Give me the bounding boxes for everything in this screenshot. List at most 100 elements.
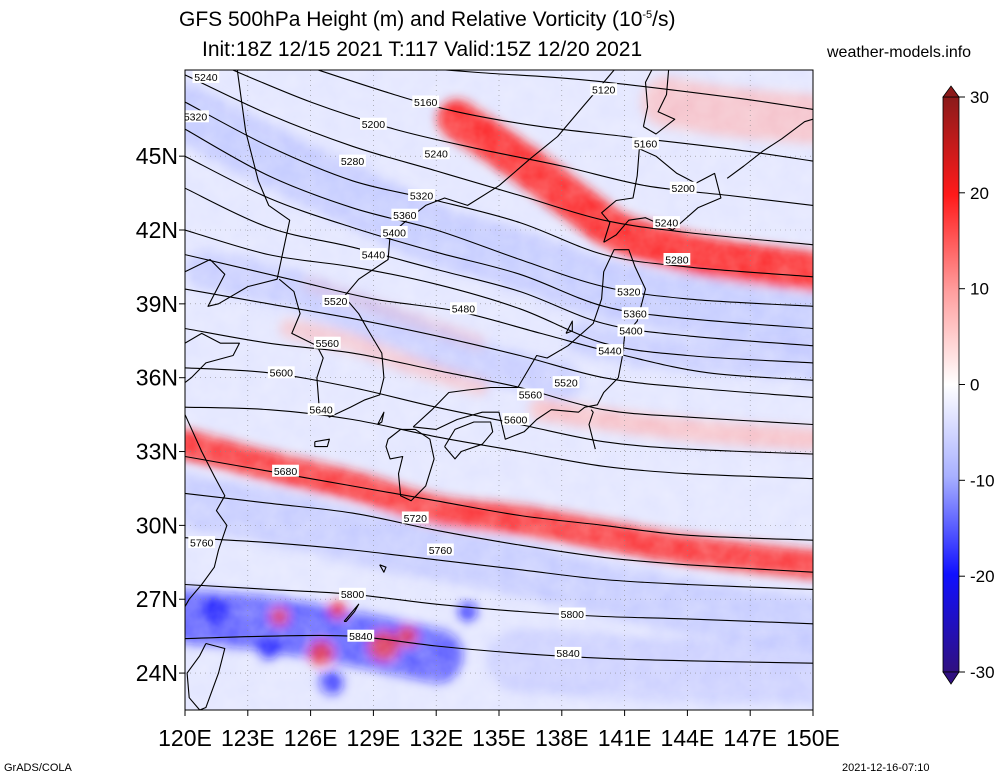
contour-label-extra-0-bg xyxy=(192,70,220,83)
contour-5760 xyxy=(185,537,813,590)
contour-label-5360-bg xyxy=(391,208,419,221)
contour-5160 xyxy=(316,70,813,162)
contour-label-extra-9: 5440 xyxy=(598,345,622,357)
contour-label-5280: 5280 xyxy=(341,156,365,168)
contour-label-extra-10: 5520 xyxy=(554,377,578,389)
x-tick-label-2: 126E xyxy=(284,725,338,751)
contour-label-5840: 5840 xyxy=(349,631,373,643)
colorbar-ticks: 30 20 10 0 -10 -20 -30 xyxy=(959,88,995,682)
contour-5360 xyxy=(185,155,813,330)
footer-timestamp: 2021-12-16-07:10 xyxy=(842,762,930,774)
coastline-sakhalin xyxy=(642,70,676,135)
x-tick-label-6: 138E xyxy=(535,725,589,751)
chart-title-line-2: Init:18Z 12/15 2021 T:117 Valid:15Z 12/2… xyxy=(202,38,643,61)
x-tick-label-9: 147E xyxy=(723,725,777,751)
y-tick-label-4: 36N xyxy=(136,365,178,391)
contour-label-extra-5-bg xyxy=(663,253,691,265)
x-tick-label-10: 150E xyxy=(786,725,840,751)
coastline-ryukyu-amami xyxy=(379,564,387,573)
contour-label-5400-bg xyxy=(380,226,408,238)
coastline-ryukyu-okinawa xyxy=(343,603,360,622)
colorbar-min-arrow xyxy=(942,671,960,685)
contour-label-5240-bg xyxy=(422,147,450,160)
contour-label-5240: 5240 xyxy=(425,149,449,161)
colorbar-max-arrow xyxy=(942,85,960,98)
x-tick-label-1: 123E xyxy=(221,725,275,751)
contour-label-extra-1: 5320 xyxy=(184,112,208,124)
coastline-honshu xyxy=(412,249,647,440)
coastline-sado xyxy=(565,320,573,334)
contour-label-extra-8-bg xyxy=(617,324,645,337)
contour-label-extra-12: 5600 xyxy=(504,414,528,426)
chart-title-line-1: GFS 500hPa Height (m) and Relative Vorti… xyxy=(179,8,676,31)
contour-label-5360: 5360 xyxy=(393,210,417,222)
x-tick-label-5: 135E xyxy=(472,725,526,751)
contour-5480 xyxy=(185,254,813,381)
contour-label-5200: 5200 xyxy=(362,119,386,131)
plot-area: 5120 5160 5200 5240 5280 5320 5360 5400 5440 5480… xyxy=(184,70,813,710)
coastline-kyushu xyxy=(385,428,435,502)
coastline-china-south xyxy=(185,414,228,607)
x-tick-label-8: 144E xyxy=(661,725,715,751)
contour-label-extra-3: 5200 xyxy=(672,183,696,195)
contour-label-5760: 5760 xyxy=(429,545,453,557)
contour-label-extra-7: 5360 xyxy=(623,309,647,321)
contour-label-extra-8: 5400 xyxy=(619,326,643,338)
contour-5440 xyxy=(185,229,813,364)
coastline-izu-islands xyxy=(588,409,596,450)
contour-label-extra-13: 5760 xyxy=(190,537,214,549)
contour-label-extra-15: 5840 xyxy=(556,648,580,660)
contour-5280 xyxy=(185,101,813,278)
y-tick-label-7: 45N xyxy=(136,143,178,169)
contour-label-extra-11: 5560 xyxy=(519,390,543,402)
contour-label-5400: 5400 xyxy=(383,227,407,239)
contour-label-5680: 5680 xyxy=(274,466,298,478)
contour-label-5280-bg xyxy=(339,154,366,167)
colorbar-tick-label-1: 20 xyxy=(970,184,989,203)
y-tick-label-1: 27N xyxy=(136,586,178,612)
coastline-hokkaido xyxy=(601,148,722,243)
contour-label-5120-bg xyxy=(590,83,618,96)
colorbar: 30 20 10 0 -10 -20 -30 xyxy=(942,85,995,685)
coastline-tsushima xyxy=(377,411,385,425)
contour-5840 xyxy=(185,634,813,664)
coastline-china-coast xyxy=(185,70,291,307)
footer-software-credit: GrADS/COLA xyxy=(4,762,72,774)
contour-label-extra-13-bg xyxy=(188,536,216,549)
contour-label-5160-bg xyxy=(412,95,440,108)
contour-label-5600-bg xyxy=(267,366,295,379)
contour-label-5720-bg xyxy=(401,511,429,524)
contour-5120 xyxy=(438,70,813,110)
contour-label-5120: 5120 xyxy=(592,85,616,97)
contour-5560 xyxy=(185,327,813,426)
coastline-taiwan xyxy=(186,642,226,710)
contour-label-5440-bg xyxy=(360,248,387,261)
contour-label-5160: 5160 xyxy=(414,97,438,109)
y-tick-label-2: 30N xyxy=(136,512,178,538)
contour-label-extra-6-bg xyxy=(615,285,643,297)
site-watermark: weather-models.info xyxy=(827,44,972,61)
contour-label-extra-3-bg xyxy=(669,181,697,194)
contour-label-5320: 5320 xyxy=(410,190,434,202)
contour-label-5560-bg xyxy=(313,336,341,349)
axes: 120E 123E 126E 129E 132E 135E 138E 141E 144E 147E… xyxy=(136,143,840,751)
contour-label-extra-10-bg xyxy=(552,376,580,389)
contour-label-5640: 5640 xyxy=(309,405,333,417)
contour-5640 xyxy=(185,406,813,480)
colorbar-tick-label-6: -30 xyxy=(970,663,995,682)
contour-label-5800: 5800 xyxy=(341,589,365,601)
contour-label-5320-bg xyxy=(408,189,435,201)
contour-label-5200-bg xyxy=(360,117,387,130)
contour-label-5480: 5480 xyxy=(452,304,476,316)
coastline-shandong xyxy=(185,332,240,384)
contour-label-extra-15-bg xyxy=(554,646,582,659)
contour-label-extra-11-bg xyxy=(517,388,544,401)
x-tick-label-4: 132E xyxy=(409,725,463,751)
contour-label-5720: 5720 xyxy=(404,513,428,525)
y-tick-label-3: 33N xyxy=(136,439,178,465)
coastlines xyxy=(185,70,813,710)
colorbar-gradient xyxy=(942,96,960,673)
coastline-kurils xyxy=(726,118,813,179)
contour-label-5480-bg xyxy=(450,302,477,315)
contour-label-extra-2-bg xyxy=(632,137,659,150)
